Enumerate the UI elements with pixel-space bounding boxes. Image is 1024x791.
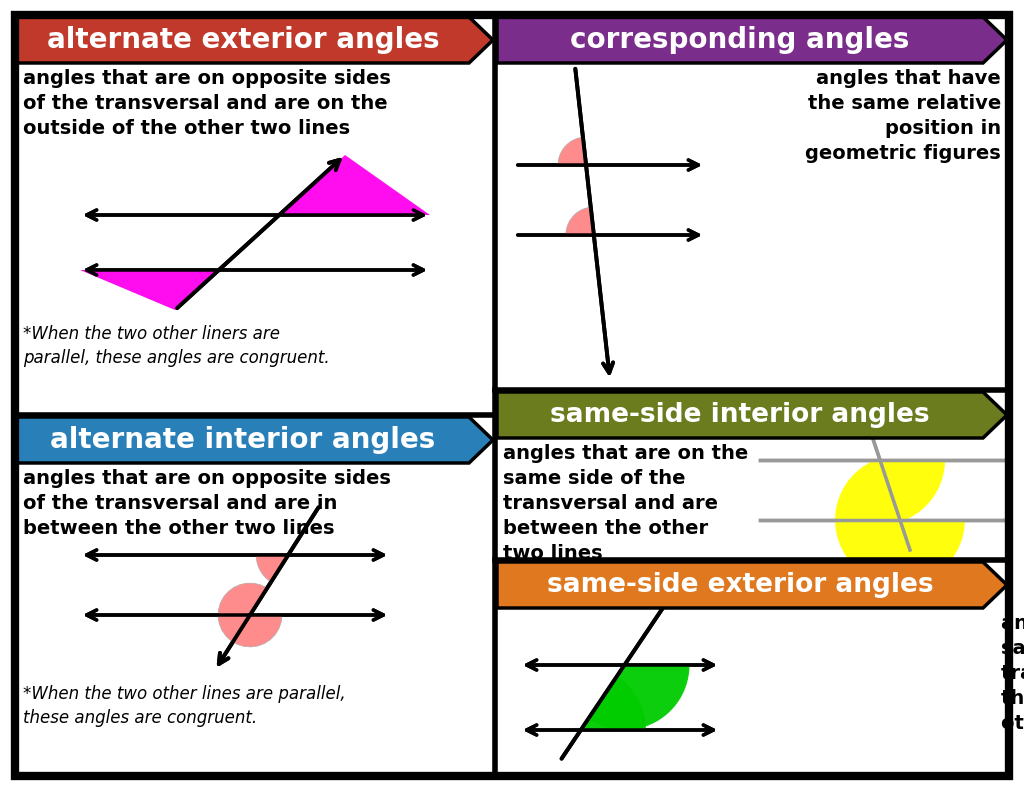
Polygon shape: [80, 270, 219, 310]
Polygon shape: [588, 665, 689, 730]
Polygon shape: [497, 392, 1007, 438]
Text: angles that are on opposite sides
of the transversal and are in
between the othe: angles that are on opposite sides of the…: [23, 469, 391, 538]
Polygon shape: [497, 17, 1007, 63]
Text: angles that have
the same relative
position in
geometric figures: angles that have the same relative posit…: [805, 69, 1001, 163]
Text: angles that are on the
same side of the
transversal and are on
the outside of th: angles that are on the same side of the …: [1001, 614, 1024, 733]
Text: alternate interior angles: alternate interior angles: [50, 426, 435, 454]
Text: *When the two other liners are
parallel, these angles are congruent.: *When the two other liners are parallel,…: [23, 325, 330, 366]
Text: same-side interior angles: same-side interior angles: [550, 402, 930, 428]
Polygon shape: [280, 155, 430, 215]
Polygon shape: [835, 458, 965, 585]
Polygon shape: [558, 137, 586, 165]
Text: angles that are on the
same side of the
transversal and are
between the other
tw: angles that are on the same side of the …: [503, 444, 749, 563]
Polygon shape: [497, 562, 1007, 608]
Text: corresponding angles: corresponding angles: [570, 26, 909, 54]
Polygon shape: [566, 207, 594, 235]
Polygon shape: [256, 555, 288, 582]
Polygon shape: [581, 676, 646, 730]
Polygon shape: [17, 417, 493, 463]
Text: angles that are on opposite sides
of the transversal and are on the
outside of t: angles that are on opposite sides of the…: [23, 69, 391, 138]
Text: alternate exterior angles: alternate exterior angles: [47, 26, 439, 54]
Text: *When the two other lines are parallel,
these angles are congruent.: *When the two other lines are parallel, …: [23, 685, 346, 727]
Polygon shape: [880, 460, 945, 521]
Polygon shape: [218, 583, 282, 647]
Polygon shape: [17, 17, 493, 63]
Text: same-side exterior angles: same-side exterior angles: [547, 572, 933, 598]
